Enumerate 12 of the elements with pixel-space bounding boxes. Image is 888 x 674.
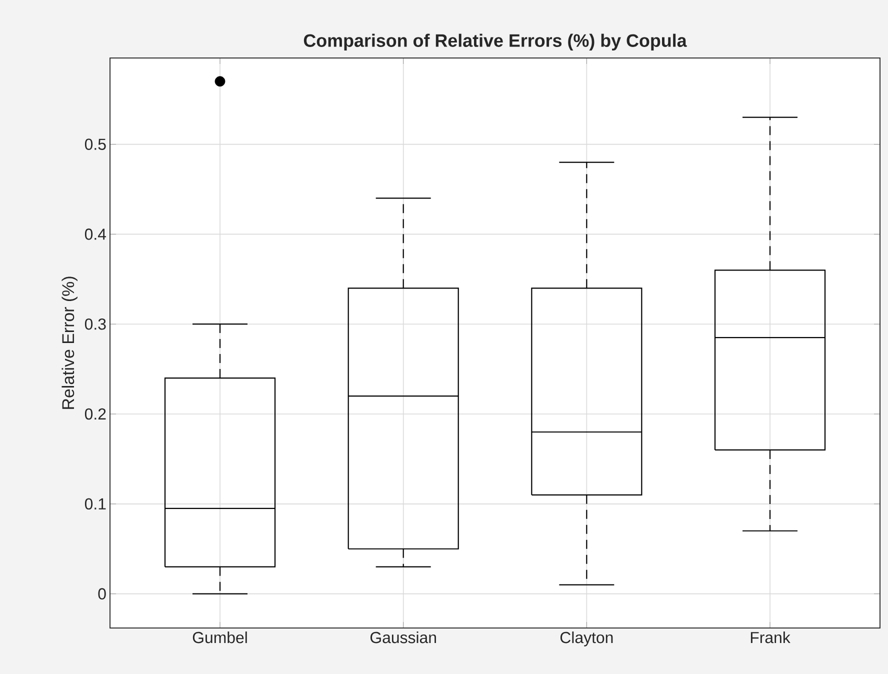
chart-title: Comparison of Relative Errors (%) by Copula <box>304 34 687 50</box>
y-axis-title: Relative Error (%) <box>62 276 78 409</box>
y-tick-label: 0.3 <box>84 318 106 330</box>
y-tick-label: 0.4 <box>84 228 106 240</box>
x-tick-label: Frank <box>750 632 790 644</box>
y-tick-label: 0.5 <box>84 138 106 150</box>
y-tick-label: 0.1 <box>84 498 106 510</box>
y-tick-label: 0.2 <box>84 408 106 420</box>
x-tick-label: Clayton <box>560 632 613 646</box>
x-tick-label: Gaussian <box>370 632 436 644</box>
x-tick-label: Gumbel <box>192 632 247 644</box>
y-tick-label: 0 <box>98 588 106 600</box>
